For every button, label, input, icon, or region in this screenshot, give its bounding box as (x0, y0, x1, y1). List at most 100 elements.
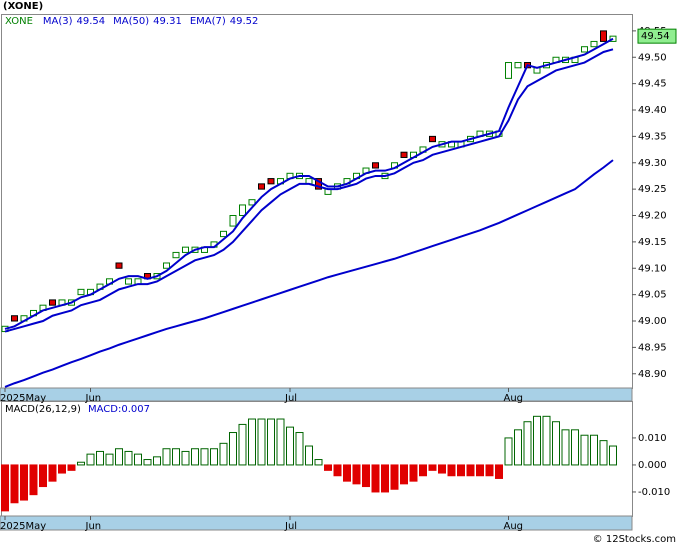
macd-bar (58, 464, 66, 474)
candle (581, 46, 588, 53)
candle (239, 204, 246, 217)
macd-bar (67, 464, 76, 471)
macd-bar (352, 464, 361, 485)
line (4, 159, 614, 388)
candle (600, 30, 607, 42)
macd-bar (523, 421, 532, 466)
y-tick-label: 49.20 (638, 211, 667, 222)
x-tick-label: Aug (504, 521, 524, 532)
candle (429, 135, 436, 143)
candle (248, 199, 256, 206)
macd-bar (257, 418, 266, 466)
macd-bar (609, 445, 617, 466)
candle (220, 230, 227, 238)
macd-bar (134, 453, 142, 466)
legend-value: 49.54 (77, 16, 106, 27)
macd-bar (542, 415, 551, 466)
macd-bar (438, 464, 446, 474)
candle (372, 162, 379, 169)
y-tick-label: 0.000 (638, 460, 667, 471)
candle (11, 315, 18, 322)
macd-bar (571, 429, 579, 466)
candle (125, 278, 132, 285)
macd-bar (314, 459, 323, 466)
macd-bar (191, 448, 199, 466)
price-box (637, 28, 677, 44)
macd-bar (86, 453, 95, 466)
candle (172, 251, 180, 259)
macd-bar (466, 464, 475, 477)
y-tick-label: 0.010 (638, 433, 667, 444)
candle (258, 183, 265, 190)
macd-bar (305, 445, 313, 466)
macd-bar (514, 429, 522, 466)
chart-title: (XONE) (3, 1, 43, 12)
macd-bar (324, 464, 332, 471)
macd-bar (181, 450, 190, 466)
candle (115, 262, 123, 269)
macd-bar (77, 461, 85, 466)
macd-bar (248, 418, 256, 466)
y-tick-label: 49.50 (638, 52, 667, 63)
macd-bar (162, 448, 171, 466)
legend-name: EMA(7) (190, 16, 226, 27)
macd-bar (552, 421, 560, 466)
macd-bar (485, 464, 494, 477)
line (4, 37, 614, 330)
y-tick-label: 49.15 (638, 237, 667, 248)
x-tick-label: 2025May (0, 521, 46, 532)
macd-bar (48, 464, 57, 482)
candle (182, 246, 189, 253)
macd-bar (419, 464, 427, 477)
candle (505, 62, 512, 79)
y-tick-label: 49.05 (638, 290, 667, 301)
macd-bar (286, 426, 294, 466)
x-tick-label: 2025May (0, 393, 46, 404)
candle (229, 215, 237, 227)
x-tick-label: Jun (85, 393, 102, 404)
macd-bar (599, 440, 608, 466)
x-tick-label: Jun (85, 521, 102, 532)
macd-bar (124, 450, 133, 466)
y-tick-label: 49.30 (638, 158, 667, 169)
y-tick-label: 49.10 (638, 263, 667, 274)
macd-bar (409, 464, 418, 482)
macd-bar (476, 464, 484, 477)
macd-bar (428, 464, 437, 471)
macd-bar (210, 448, 218, 466)
legend-name: XONE (5, 16, 33, 27)
macd-bar (381, 464, 389, 493)
macd-bar (400, 464, 408, 485)
candle (267, 178, 275, 185)
candle (77, 288, 85, 296)
macd-bar (390, 464, 399, 490)
candle (514, 62, 522, 69)
macd-bar (143, 459, 152, 466)
macd-bar (1, 464, 9, 512)
macd-bar (267, 418, 275, 466)
macd-bar (495, 464, 503, 479)
macd-bar (20, 464, 28, 501)
y-tick-label: 48.95 (638, 342, 667, 353)
macd-bar (238, 423, 247, 466)
y-tick-label: 49.25 (638, 184, 667, 195)
candle (590, 40, 598, 48)
macd-bar (533, 415, 541, 466)
macd-bar (96, 450, 104, 466)
macd-bar (219, 442, 228, 466)
candle (400, 151, 408, 158)
x-tick-label: Jul (284, 521, 297, 532)
macd-bar (10, 464, 19, 504)
y-tick-label: 49.35 (638, 131, 667, 142)
y-tick-label: 48.90 (638, 369, 667, 380)
x-tick-label: Jul (284, 393, 297, 404)
macd-bar (172, 448, 180, 466)
candle (163, 262, 170, 269)
macd-bar (295, 432, 304, 466)
copyright: © 12Stocks.com (593, 534, 676, 545)
macd-value: MACD:0.007 (88, 404, 150, 415)
macd-bar (561, 429, 570, 466)
macd-bar (362, 464, 370, 488)
legend-name: MA(3) (43, 16, 73, 27)
